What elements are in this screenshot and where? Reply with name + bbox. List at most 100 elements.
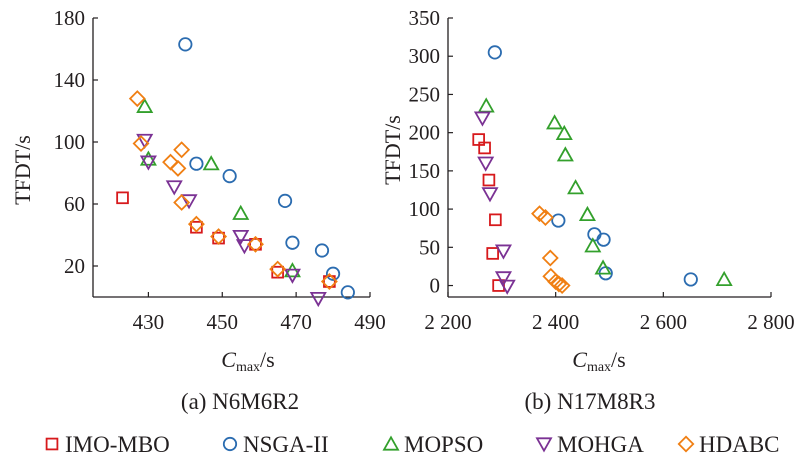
point-nsga-ii [683, 272, 698, 287]
point-nsga-ii [325, 266, 341, 281]
point-mohga [235, 239, 253, 255]
point-hdabc [187, 215, 205, 233]
point-imo-mbo [271, 265, 284, 279]
y-axis-title: TFDT/s [10, 135, 35, 205]
x-axis-title-subscript: max [587, 360, 611, 375]
legend-item-mopso: MOPSO [382, 432, 483, 457]
x-tick-label: 2 600 [640, 310, 687, 334]
y-axis-title: TFDT/s [380, 115, 405, 185]
x-axis-title-subscript: max [236, 360, 260, 375]
legend-item-hdabc: HDABC [677, 432, 780, 457]
legend-item-nsga-ii: NSGA-II [222, 432, 329, 457]
point-hdabc [132, 135, 150, 153]
point-mohga [136, 133, 154, 149]
x-axis-title-unit: /s [611, 347, 626, 372]
point-mopso [477, 97, 495, 113]
y-tick-label: 100 [54, 130, 86, 154]
point-mohga [180, 194, 198, 210]
point-mopso [578, 205, 596, 222]
x-axis-title-unit: /s [260, 347, 275, 372]
point-nsga-ii [587, 227, 602, 242]
y-tick-label: 150 [409, 159, 441, 183]
y-tick-label: 20 [64, 254, 85, 278]
x-tick-label: 450 [207, 310, 239, 334]
point-mopso [546, 114, 564, 130]
point-nsga-ii [285, 235, 300, 250]
x-axis-title-main: C [572, 347, 587, 372]
x-axis-title: Cmax/s [221, 347, 274, 375]
point-hdabc [320, 273, 338, 290]
y-tick-label: 180 [54, 6, 86, 30]
x-tick-label: 490 [354, 310, 386, 334]
legend-item-imo-mbo: IMO-MBO [45, 432, 170, 457]
point-mopso [555, 124, 573, 141]
legend-label: NSGA-II [243, 432, 329, 457]
point-mohga [139, 155, 157, 171]
x-tick-label: 430 [133, 310, 165, 334]
point-mopso [232, 204, 250, 220]
point-hdabc [269, 260, 287, 278]
y-tick-label: 200 [409, 121, 441, 145]
point-hdabc [173, 193, 191, 211]
chart-caption: (a) N6M6R2 [181, 389, 299, 414]
series-hdabc [128, 90, 338, 290]
legend-marker-mopso [382, 435, 400, 451]
point-mohga [165, 180, 183, 196]
point-mohga [309, 291, 327, 308]
chart-caption: (b) N17M8R3 [525, 389, 656, 414]
x-tick-label: 2 200 [424, 310, 471, 334]
point-imo-mbo [482, 173, 496, 187]
legend-marker-mohga [535, 437, 553, 453]
point-mohga [481, 187, 499, 203]
point-hdabc [128, 90, 146, 108]
point-imo-mbo [486, 247, 499, 260]
x-tick-label: 2 800 [747, 310, 794, 334]
point-mopso [202, 155, 220, 171]
point-nsga-ii [596, 232, 611, 247]
point-mopso [715, 270, 733, 287]
y-tick-label: 140 [54, 68, 86, 92]
point-mopso [139, 150, 157, 166]
y-tick-label: 250 [409, 82, 441, 106]
point-hdabc [541, 249, 559, 267]
point-nsga-ii [314, 243, 330, 258]
series-nsga-ii [178, 37, 355, 300]
point-nsga-ii [487, 45, 502, 60]
y-tick-label: 50 [419, 235, 440, 259]
point-nsga-ii [340, 285, 355, 300]
point-mohga [494, 244, 512, 260]
y-tick-label: 300 [409, 44, 441, 68]
point-imo-mbo [478, 141, 491, 155]
series-nsga-ii [487, 45, 698, 287]
point-nsga-ii [551, 213, 566, 228]
point-mopso [136, 97, 154, 113]
point-hdabc [173, 141, 191, 159]
series-imo-mbo [472, 133, 505, 292]
y-tick-label: 350 [409, 6, 441, 30]
point-mopso [584, 237, 602, 253]
series-mohga [136, 133, 327, 308]
point-imo-mbo [489, 213, 502, 227]
series-mohga [473, 111, 516, 295]
series-imo-mbo [116, 191, 336, 288]
legend-marker-nsga-ii [222, 436, 238, 452]
legend-item-mohga: MOHGA [535, 432, 644, 457]
point-imo-mbo [190, 220, 203, 234]
point-hdabc [542, 267, 560, 285]
point-hdabc [550, 275, 568, 293]
point-mopso [594, 259, 612, 275]
legend: IMO-MBO NSGA-II MOPSO MOHGA HDABC [45, 432, 780, 457]
point-mohga [232, 229, 250, 246]
legend-label: MOHGA [557, 432, 644, 457]
series-mopso [136, 97, 301, 278]
point-imo-mbo [323, 275, 336, 288]
point-hdabc [247, 235, 264, 253]
legend-marker-imo-mbo [45, 437, 59, 451]
point-hdabc [536, 209, 554, 226]
x-tick-label: 2 400 [532, 310, 579, 334]
legend-label: MOPSO [404, 432, 483, 457]
point-nsga-ii [189, 156, 204, 171]
x-tick-label: 470 [280, 310, 312, 334]
